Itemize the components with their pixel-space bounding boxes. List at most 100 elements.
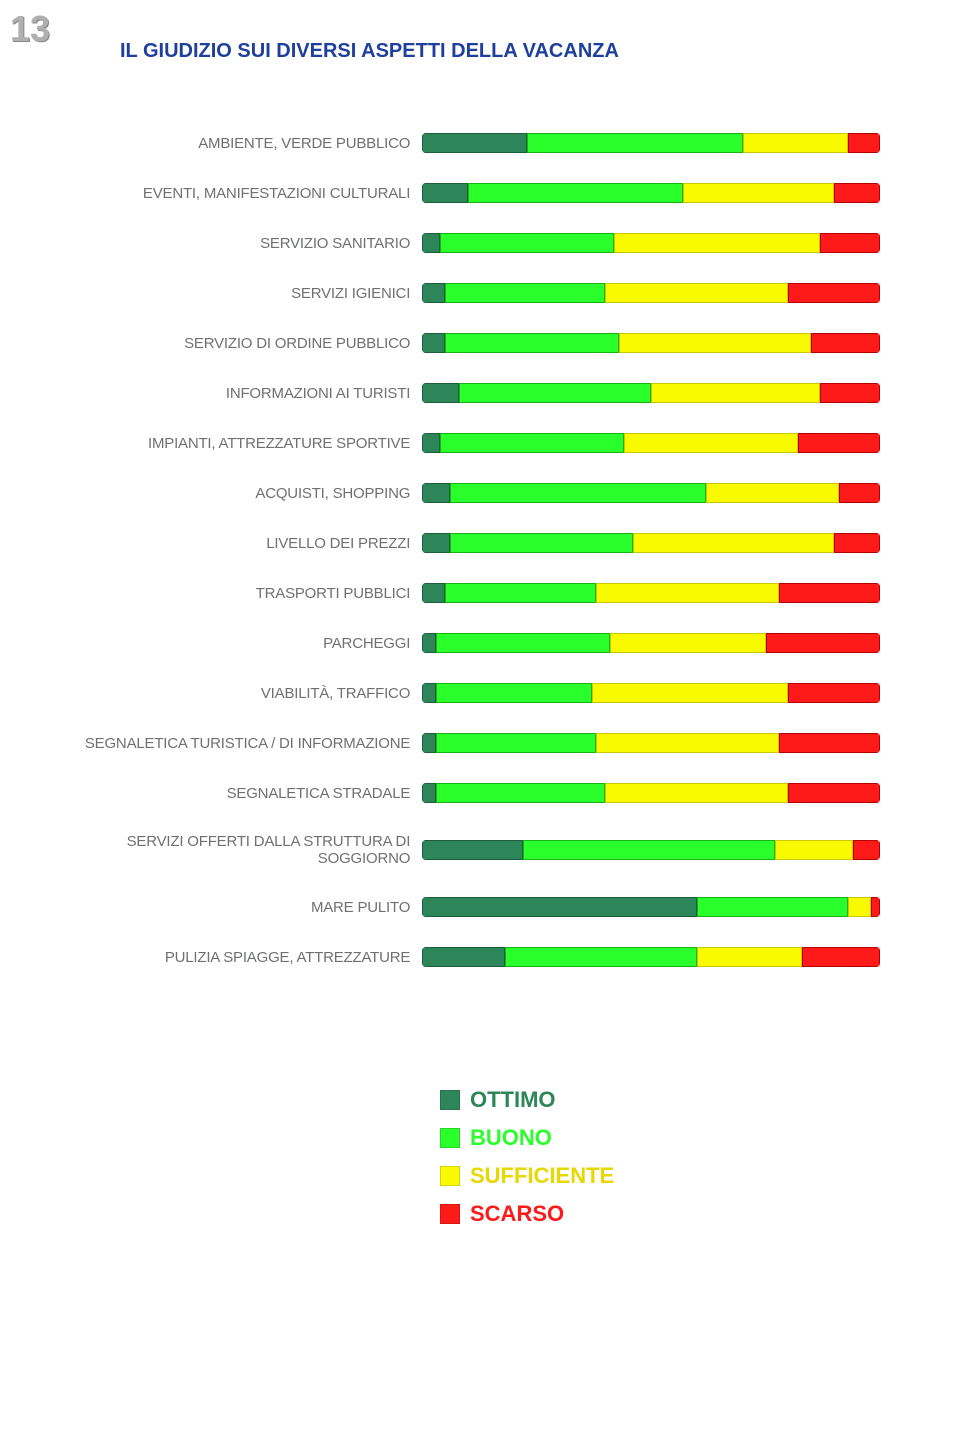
chart-segment-ottimo (422, 533, 449, 553)
chart-row-label: PULIZIA SPIAGGE, ATTREZZATURE (40, 949, 422, 966)
chart-bar (422, 133, 880, 153)
legend-item: SUFFICIENTE (440, 1163, 920, 1189)
chart-segment-buono (436, 683, 592, 703)
chart-segment-scarso (766, 633, 880, 653)
chart-row-label: VIABILITÀ, TRAFFICO (40, 685, 422, 702)
chart-segment-scarso (848, 133, 880, 153)
chart-segment-ottimo (422, 683, 436, 703)
chart-row-label: SERVIZIO DI ORDINE PUBBLICO (40, 335, 422, 352)
chart-bar (422, 383, 880, 403)
chart-row: SERVIZIO SANITARIO (40, 233, 880, 253)
legend-item: OTTIMO (440, 1087, 920, 1113)
chart-segment-scarso (834, 183, 880, 203)
chart-bar (422, 333, 880, 353)
chart-segment-buono (459, 383, 651, 403)
chart-segment-sufficiente (596, 733, 779, 753)
chart-segment-sufficiente (633, 533, 834, 553)
chart-bar (422, 433, 880, 453)
chart-row-label: SERVIZIO SANITARIO (40, 235, 422, 252)
legend-swatch (440, 1128, 460, 1148)
chart-segment-scarso (788, 283, 880, 303)
chart-segment-ottimo (422, 733, 436, 753)
chart-row-label: EVENTI, MANIFESTAZIONI CULTURALI (40, 185, 422, 202)
chart-segment-ottimo (422, 433, 440, 453)
chart-segment-buono (450, 483, 706, 503)
chart-segment-scarso (820, 233, 880, 253)
chart-segment-sufficiente (610, 633, 766, 653)
chart-segment-sufficiente (651, 383, 820, 403)
chart-row: PULIZIA SPIAGGE, ATTREZZATURE (40, 947, 880, 967)
chart-segment-sufficiente (614, 233, 820, 253)
chart-segment-sufficiente (605, 783, 788, 803)
chart-segment-scarso (779, 733, 880, 753)
chart-row: SERVIZIO DI ORDINE PUBBLICO (40, 333, 880, 353)
chart-bar (422, 233, 880, 253)
chart-bar (422, 583, 880, 603)
chart-bar (422, 897, 880, 917)
chart-row-label: SERVIZI OFFERTI DALLA STRUTTURA DI SOGGI… (40, 833, 422, 867)
chart-segment-ottimo (422, 840, 523, 860)
chart-segment-buono (450, 533, 633, 553)
chart-row-label: MARE PULITO (40, 899, 422, 916)
chart-row-label: PARCHEGGI (40, 635, 422, 652)
chart-bar (422, 947, 880, 967)
chart-row: EVENTI, MANIFESTAZIONI CULTURALI (40, 183, 880, 203)
chart-row-label: SEGNALETICA STRADALE (40, 785, 422, 802)
chart-segment-buono (440, 433, 623, 453)
chart-segment-ottimo (422, 897, 697, 917)
chart-segment-buono (523, 840, 775, 860)
chart-segment-sufficiente (697, 947, 802, 967)
chart-segment-ottimo (422, 133, 527, 153)
chart-segment-buono (436, 733, 596, 753)
legend-label: SCARSO (470, 1201, 564, 1227)
legend: OTTIMO BUONO SUFFICIENTE SCARSO (440, 1087, 920, 1227)
chart-row-label: TRASPORTI PUBBLICI (40, 585, 422, 602)
chart-bar (422, 483, 880, 503)
chart-segment-scarso (779, 583, 880, 603)
chart-segment-ottimo (422, 947, 504, 967)
chart-bar (422, 783, 880, 803)
chart-bar (422, 733, 880, 753)
chart-segment-ottimo (422, 633, 436, 653)
chart-segment-scarso (788, 783, 880, 803)
chart-segment-sufficiente (619, 333, 811, 353)
chart-row-label: LIVELLO DEI PREZZI (40, 535, 422, 552)
legend-swatch (440, 1166, 460, 1186)
chart-segment-ottimo (422, 783, 436, 803)
legend-swatch (440, 1204, 460, 1224)
chart-bar (422, 183, 880, 203)
chart-segment-buono (505, 947, 697, 967)
page: 13 IL GIUDIZIO SUI DIVERSI ASPETTI DELLA… (0, 0, 960, 1438)
chart-bar (422, 633, 880, 653)
chart-segment-ottimo (422, 183, 468, 203)
chart-segment-scarso (839, 483, 880, 503)
chart-segment-scarso (798, 433, 880, 453)
page-title: IL GIUDIZIO SUI DIVERSI ASPETTI DELLA VA… (120, 40, 920, 63)
legend-item: SCARSO (440, 1201, 920, 1227)
chart-segment-sufficiente (605, 283, 788, 303)
chart-segment-sufficiente (683, 183, 834, 203)
chart-row: MARE PULITO (40, 897, 880, 917)
chart-row: SEGNALETICA TURISTICA / DI INFORMAZIONE (40, 733, 880, 753)
chart-segment-scarso (811, 333, 880, 353)
chart-segment-buono (445, 583, 596, 603)
chart-row-label: INFORMAZIONI AI TURISTI (40, 385, 422, 402)
chart-segment-scarso (853, 840, 880, 860)
chart-row: IMPIANTI, ATTREZZATURE SPORTIVE (40, 433, 880, 453)
chart-row: SERVIZI IGIENICI (40, 283, 880, 303)
chart-segment-ottimo (422, 283, 445, 303)
chart-row: TRASPORTI PUBBLICI (40, 583, 880, 603)
chart-segment-ottimo (422, 333, 445, 353)
chart-row: SERVIZI OFFERTI DALLA STRUTTURA DI SOGGI… (40, 833, 880, 867)
chart-segment-buono (436, 783, 605, 803)
chart-segment-sufficiente (624, 433, 798, 453)
chart-row: ACQUISTI, SHOPPING (40, 483, 880, 503)
legend-item: BUONO (440, 1125, 920, 1151)
chart-row: INFORMAZIONI AI TURISTI (40, 383, 880, 403)
chart-bar (422, 840, 880, 860)
chart-segment-sufficiente (596, 583, 779, 603)
chart-segment-sufficiente (775, 840, 853, 860)
chart-segment-scarso (788, 683, 880, 703)
chart-row: VIABILITÀ, TRAFFICO (40, 683, 880, 703)
chart-segment-scarso (871, 897, 880, 917)
